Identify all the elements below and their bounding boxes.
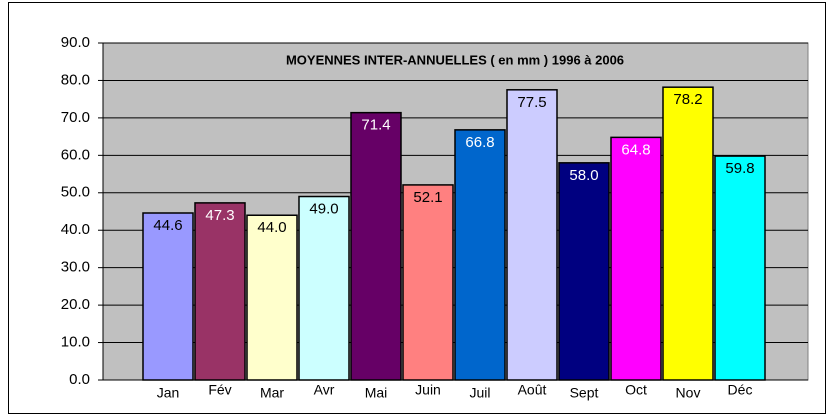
bar: [610, 136, 662, 381]
data-label: 71.4: [361, 117, 390, 134]
bar: [246, 214, 298, 381]
bar: [402, 184, 454, 381]
y-tick-label: 70.0: [61, 109, 90, 126]
data-label: 52.1: [413, 189, 442, 206]
data-label: 64.8: [621, 141, 650, 158]
y-tick-label: 60.0: [61, 146, 90, 163]
x-tick-label: Août: [518, 382, 547, 398]
data-label: 59.8: [725, 160, 754, 177]
y-tick-label: 0.0: [69, 371, 90, 388]
y-tick-label: 90.0: [61, 34, 90, 51]
data-label: 44.0: [257, 219, 286, 236]
y-tick-label: 10.0: [61, 334, 90, 351]
bar: [298, 195, 350, 381]
x-tick-label: Fév: [208, 382, 231, 398]
bar: [662, 86, 714, 381]
bar: [194, 202, 246, 381]
x-tick-label: Sept: [570, 385, 599, 401]
data-label: 66.8: [465, 134, 494, 151]
x-tick-label: Jan: [157, 385, 180, 401]
chart-title: MOYENNES INTER-ANNUELLES ( en mm ) 1996 …: [286, 52, 624, 67]
x-tick-label: Déc: [728, 382, 753, 398]
x-tick-label: Mai: [365, 385, 388, 401]
bar: [142, 212, 194, 381]
x-tick-label: Juin: [415, 382, 441, 398]
x-tick-label: Nov: [676, 385, 701, 401]
data-label: 44.6: [153, 217, 182, 234]
data-label: 58.0: [569, 167, 598, 184]
data-label: 49.0: [309, 200, 338, 217]
bar: [350, 111, 402, 381]
y-tick-label: 80.0: [61, 71, 90, 88]
data-label: 77.5: [517, 94, 546, 111]
x-tick-label: Oct: [625, 382, 647, 398]
bar: [558, 162, 610, 381]
y-tick-label: 50.0: [61, 184, 90, 201]
y-tick-label: 40.0: [61, 221, 90, 238]
bar: [506, 89, 558, 381]
x-tick-label: Mar: [260, 385, 284, 401]
bar: [714, 155, 766, 381]
bar: [454, 129, 506, 381]
x-tick-label: Juil: [469, 385, 490, 401]
x-tick-label: Avr: [314, 382, 335, 398]
data-label: 78.2: [673, 91, 702, 108]
y-tick-label: 20.0: [61, 296, 90, 313]
data-label: 47.3: [205, 207, 234, 224]
y-tick-label: 30.0: [61, 259, 90, 276]
